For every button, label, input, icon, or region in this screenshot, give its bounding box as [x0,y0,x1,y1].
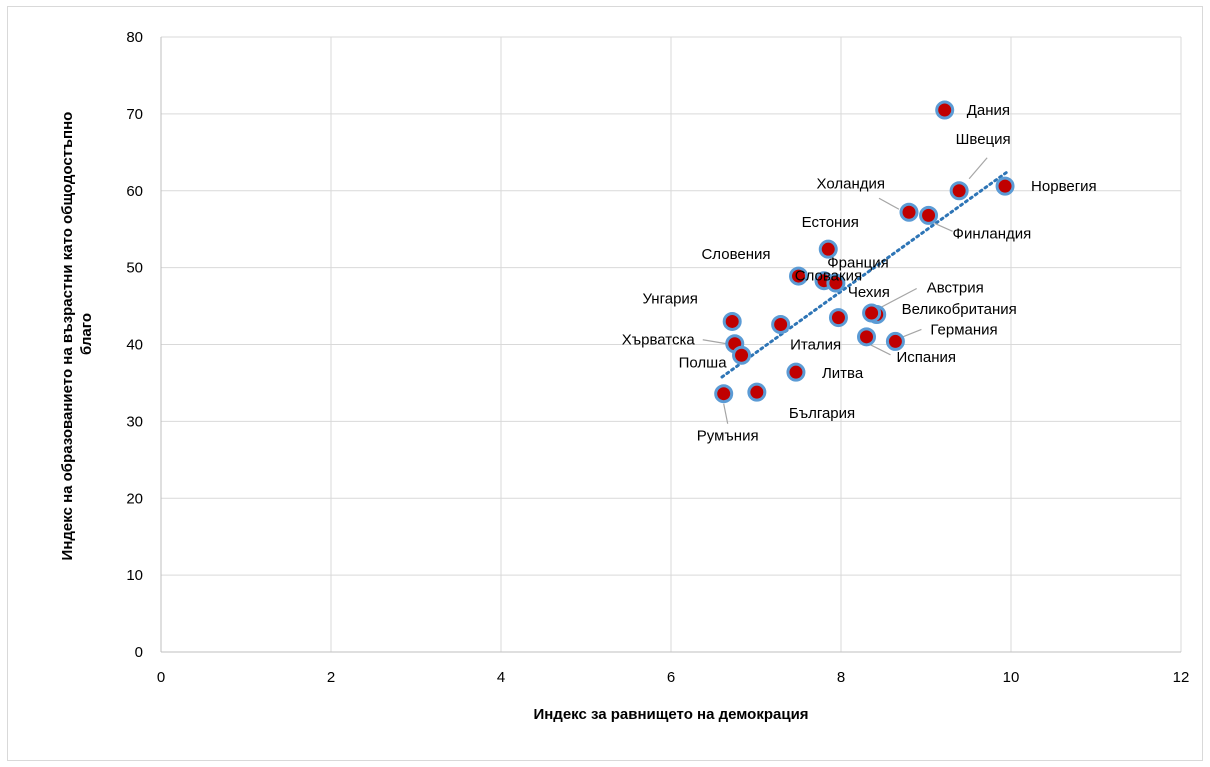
x-tick-label: 12 [1173,669,1190,686]
data-point [732,345,752,365]
data-points [714,100,1015,404]
data-point [935,100,955,120]
data-label: Дания [967,102,1010,119]
data-point [899,202,919,222]
leader-line [723,403,729,424]
y-tick-label: 30 [126,413,143,430]
data-labels: Дания Швеция Норвегия Холандия Финландия Есто… [622,102,1097,445]
data-label: Швеция [956,131,1011,148]
data-label: Словения [701,246,770,263]
axes [160,37,1181,653]
data-point [786,362,806,382]
x-axis-title: Индекс за равнището на демокрация [533,706,808,723]
y-tick-label: 40 [126,337,143,354]
data-label: Чехия [848,284,890,301]
chart-frame: Дания Швеция Норвегия Холандия Финландия Есто… [7,6,1203,761]
data-label: Финландия [953,225,1032,242]
gridlines [161,36,1182,652]
x-tick-label: 4 [497,669,505,686]
leader-line [901,328,922,338]
trendline [720,170,1009,379]
leader-line [878,197,900,210]
leader-line [968,157,988,180]
data-label: Испания [897,349,957,366]
data-label: Естония [802,214,859,231]
y-tick-label: 20 [126,490,143,507]
data-point [828,308,848,328]
data-label: България [789,405,855,422]
y-tick-label: 10 [126,567,143,584]
data-point [789,266,808,286]
data-label: Хърватска [622,332,696,349]
x-tick-label: 0 [157,669,165,686]
data-label: Литва [822,365,864,382]
tick-labels: 0 2 4 6 8 10 12 0 10 20 30 40 50 60 70 80 [126,29,1189,686]
data-point [714,384,734,404]
label-leader-lines [702,157,988,424]
trendline-line [720,170,1009,379]
data-label: Великобритания [902,301,1017,318]
y-axis-title: Индекс на образованието на възрастни кат… [59,108,95,561]
scatter-chart: Дания Швеция Норвегия Холандия Финландия Есто… [59,29,1189,723]
data-label: Холандия [817,175,885,192]
data-point [857,327,876,347]
data-point [818,239,838,259]
data-point [862,303,882,323]
data-label: Франция [827,255,888,272]
data-label: Австрия [927,280,984,297]
data-point [919,205,939,225]
y-tick-label: 70 [126,106,143,123]
data-point [995,176,1015,196]
y-axis-title-line: Индекс на образованието на възрастни кат… [59,112,76,561]
leader-line [934,222,953,232]
x-tick-label: 10 [1003,669,1020,686]
data-point [771,315,791,335]
y-tick-label: 50 [126,260,143,277]
leader-line [878,287,917,310]
data-label: Унгария [642,290,697,307]
y-tick-label: 0 [135,644,143,661]
data-label: Италия [790,337,841,354]
data-point [747,382,767,402]
data-label: Полша [679,354,728,371]
y-axis-title-line: благо [78,313,95,355]
x-tick-label: 2 [327,669,335,686]
data-point [885,331,905,351]
x-tick-label: 8 [837,669,845,686]
data-label: Норвегия [1031,178,1097,195]
leader-line [702,339,727,345]
x-tick-label: 6 [667,669,675,686]
data-label: Словакия [795,268,862,285]
data-label: Румъния [697,428,759,445]
data-point [722,311,742,331]
leader-line [870,344,891,356]
data-point [826,273,846,293]
y-tick-label: 60 [126,183,143,200]
data-point [949,181,969,201]
y-tick-label: 80 [126,29,143,46]
data-label: Германия [930,321,997,338]
